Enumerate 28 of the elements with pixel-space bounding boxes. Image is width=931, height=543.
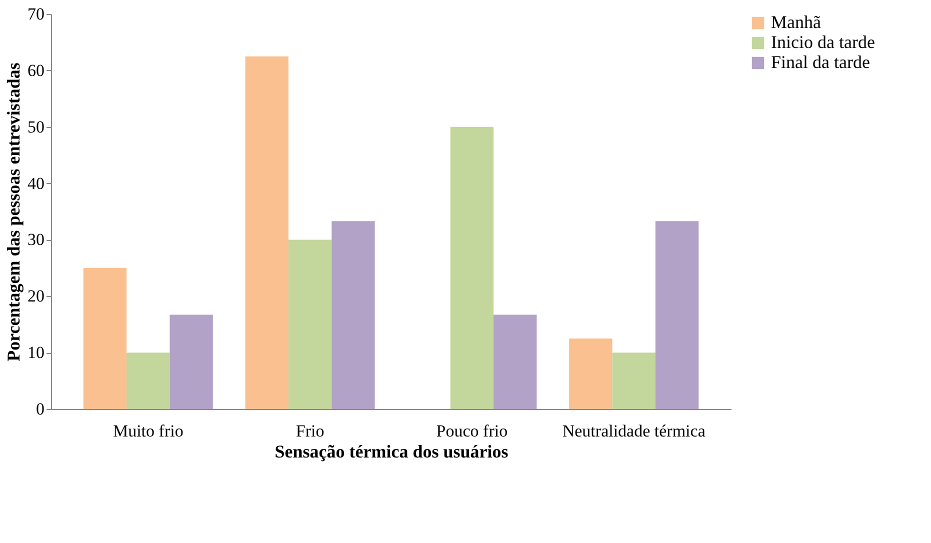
- y-tick-label: 30: [28, 230, 44, 250]
- x-tick-label: Frio: [296, 422, 324, 440]
- bar: [494, 314, 537, 409]
- bar: [569, 338, 612, 409]
- bar: [245, 56, 288, 409]
- y-axis-title: Porcentagem das pessoas entrevistadas: [4, 62, 24, 362]
- y-tick-label: 20: [28, 286, 44, 306]
- x-tick-label: Muito frio: [112, 422, 184, 440]
- y-tick-label: 0: [36, 400, 44, 418]
- y-tick-label: 70: [28, 4, 44, 24]
- y-tick-label: 50: [28, 117, 44, 136]
- legend-label: Manhã: [771, 12, 821, 32]
- bar: [612, 352, 656, 409]
- y-tick-label: 60: [28, 60, 44, 80]
- y-tick-label: 40: [28, 174, 44, 193]
- x-tick-label: Neutralidade térmica: [562, 422, 706, 440]
- legend-label: Inicio da tarde: [771, 32, 875, 52]
- y-tick-label: 10: [28, 343, 44, 362]
- bar: [170, 314, 213, 409]
- bar: [83, 268, 127, 409]
- bar: [655, 221, 699, 409]
- bar: [126, 352, 170, 409]
- bar: [332, 221, 375, 409]
- x-tick-label: Pouco frio: [436, 422, 508, 440]
- bar: [288, 240, 332, 409]
- x-axis-title: Sensação térmica dos usuários: [274, 442, 508, 462]
- bar: [450, 126, 494, 409]
- legend-label: Final da tarde: [771, 52, 870, 72]
